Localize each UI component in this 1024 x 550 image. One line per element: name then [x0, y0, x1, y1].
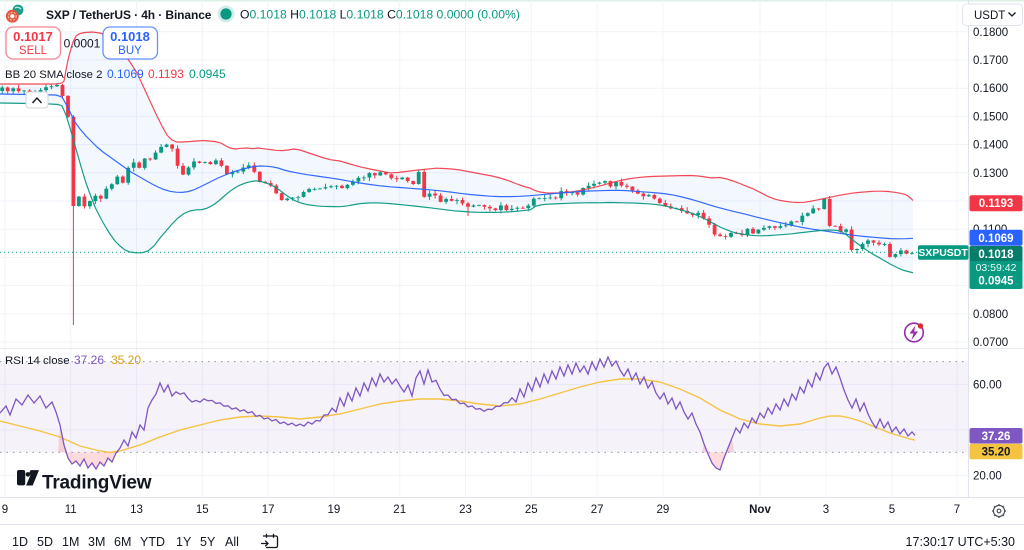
svg-text:0.1400: 0.1400	[973, 140, 1008, 152]
svg-text:RSI 14 close: RSI 14 close	[5, 355, 70, 367]
svg-text:0.0945: 0.0945	[189, 67, 226, 81]
svg-text:0.1300: 0.1300	[973, 168, 1008, 180]
svg-text:5: 5	[889, 504, 895, 516]
svg-text:29: 29	[657, 504, 670, 516]
svg-text:0.1018: 0.1018	[110, 29, 150, 44]
svg-text:TradingView: TradingView	[42, 473, 152, 494]
svg-text:0.1018: 0.1018	[978, 249, 1014, 261]
svg-text:USDT: USDT	[974, 10, 1005, 22]
svg-text:27: 27	[591, 504, 604, 516]
svg-text:O0.1018 H0.1018 L0.1018 C0.101: O0.1018 H0.1018 L0.1018 C0.1018 0.0000 (…	[240, 8, 520, 22]
svg-text:SXPUSDT: SXPUSDT	[918, 247, 968, 259]
svg-text:7: 7	[954, 504, 960, 516]
svg-text:Nov: Nov	[749, 504, 771, 516]
svg-text:0.1069: 0.1069	[978, 233, 1013, 245]
svg-text:5D: 5D	[37, 535, 53, 549]
svg-text:SXP / TetherUS · 4h · Binance: SXP / TetherUS · 4h · Binance	[46, 8, 212, 22]
svg-text:0.1700: 0.1700	[973, 55, 1008, 67]
svg-text:0.0945: 0.0945	[978, 276, 1014, 288]
svg-text:3: 3	[823, 504, 829, 516]
svg-text:13: 13	[130, 504, 143, 516]
svg-text:60.00: 60.00	[973, 379, 1002, 391]
svg-text:19: 19	[328, 504, 341, 516]
svg-text:17:30:17 UTC+5:30: 17:30:17 UTC+5:30	[906, 535, 1015, 549]
svg-text:0.0700: 0.0700	[973, 337, 1008, 349]
svg-text:9: 9	[2, 504, 8, 516]
svg-text:1M: 1M	[62, 535, 79, 549]
svg-text:1D: 1D	[12, 535, 28, 549]
svg-text:23: 23	[459, 504, 472, 516]
svg-text:21: 21	[393, 504, 406, 516]
svg-text:6M: 6M	[114, 535, 131, 549]
svg-text:37.26: 37.26	[74, 353, 104, 367]
svg-text:3M: 3M	[88, 535, 105, 549]
svg-text:All: All	[225, 535, 239, 549]
svg-text:0.1193: 0.1193	[979, 198, 1014, 210]
svg-text:0.1600: 0.1600	[973, 83, 1008, 95]
svg-text:37.26: 37.26	[982, 431, 1011, 443]
svg-text:0.1017: 0.1017	[13, 29, 53, 44]
svg-text:1Y: 1Y	[176, 535, 192, 549]
svg-text:0.1500: 0.1500	[973, 111, 1008, 123]
svg-text:15: 15	[196, 504, 209, 516]
svg-text:0.1069: 0.1069	[107, 67, 144, 81]
svg-text:0.0001: 0.0001	[64, 37, 101, 51]
svg-text:17: 17	[262, 504, 275, 516]
svg-text:SELL: SELL	[19, 45, 48, 57]
svg-text:25: 25	[525, 504, 538, 516]
svg-text:BB 20 SMA close 2: BB 20 SMA close 2	[5, 69, 103, 81]
svg-text:YTD: YTD	[140, 535, 165, 549]
svg-text:11: 11	[65, 504, 77, 516]
svg-text:03:59:42: 03:59:42	[976, 262, 1017, 274]
svg-text:0.1800: 0.1800	[973, 27, 1008, 39]
svg-text:5Y: 5Y	[200, 535, 216, 549]
svg-text:0.1193: 0.1193	[148, 67, 184, 81]
svg-text:20.00: 20.00	[973, 470, 1002, 482]
svg-text:35.20: 35.20	[111, 353, 141, 367]
svg-text:35.20: 35.20	[982, 447, 1011, 459]
svg-text:BUY: BUY	[118, 45, 142, 57]
svg-text:0.0800: 0.0800	[973, 309, 1008, 321]
